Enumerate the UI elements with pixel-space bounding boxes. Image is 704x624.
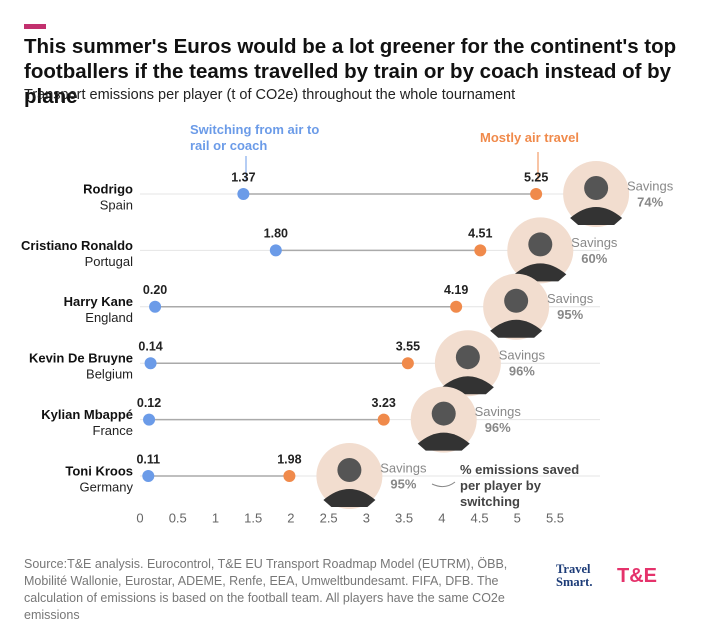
x-tick-label: 3.5 bbox=[395, 510, 413, 525]
dot bbox=[401, 357, 414, 370]
value-label: 1.98 bbox=[277, 452, 301, 466]
savings-value: 96% bbox=[509, 364, 535, 379]
value-label: 0.11 bbox=[136, 452, 160, 466]
dot bbox=[283, 470, 296, 482]
savings-value: 96% bbox=[485, 420, 511, 435]
value-label: 4.19 bbox=[444, 283, 468, 297]
subcategory-label: England bbox=[85, 310, 133, 325]
subcategory-label: Germany bbox=[80, 479, 134, 494]
x-tick-label: 0.5 bbox=[169, 510, 187, 525]
dot bbox=[237, 188, 250, 200]
title: This summer's Euros would be a lot green… bbox=[24, 35, 677, 108]
dot bbox=[142, 470, 155, 482]
x-tick-label: 5 bbox=[514, 510, 521, 525]
dot bbox=[144, 357, 157, 370]
category-label: Rodrigo bbox=[83, 181, 133, 196]
value-label: 5.25 bbox=[524, 170, 548, 184]
value-label: 1.80 bbox=[264, 227, 288, 241]
accent-bar bbox=[24, 24, 46, 29]
category-label: Toni Kroos bbox=[65, 463, 133, 478]
photo-head bbox=[455, 345, 480, 370]
dot bbox=[450, 300, 463, 313]
savings-label: Savings bbox=[627, 178, 674, 193]
photo-head bbox=[431, 401, 456, 426]
category-label: Harry Kane bbox=[64, 294, 133, 309]
subcategory-label: Spain bbox=[100, 197, 133, 212]
category-label: Kevin De Bruyne bbox=[29, 351, 133, 366]
dot bbox=[530, 188, 543, 200]
annotation: % emissions saved per player by switchin… bbox=[460, 462, 580, 509]
photo-body bbox=[417, 432, 470, 451]
logo-travel-smart: Travel Smart. bbox=[556, 562, 593, 589]
x-tick-label: 4.5 bbox=[471, 510, 489, 525]
savings-value: 60% bbox=[581, 251, 607, 266]
photo-head bbox=[337, 458, 362, 482]
photo-head bbox=[584, 176, 609, 200]
savings-label: Savings bbox=[475, 404, 522, 419]
photo-body bbox=[570, 207, 623, 225]
legend-rail: Switching from air to rail or coach bbox=[190, 122, 320, 153]
legend-air: Mostly air travel bbox=[480, 130, 579, 145]
photo-head bbox=[504, 288, 529, 313]
savings-value: 95% bbox=[557, 307, 583, 322]
photo-body bbox=[323, 489, 376, 507]
category-label: Cristiano Ronaldo bbox=[21, 238, 133, 253]
value-label: 0.20 bbox=[143, 283, 167, 297]
photo-head bbox=[528, 232, 553, 257]
x-tick-label: 0 bbox=[136, 510, 143, 525]
x-tick-label: 3 bbox=[363, 510, 370, 525]
category-label: Kylian Mbappé bbox=[41, 407, 133, 422]
savings-label: Savings bbox=[499, 348, 546, 363]
value-label: 3.23 bbox=[372, 396, 396, 410]
x-tick-label: 1 bbox=[212, 510, 219, 525]
subcategory-label: Belgium bbox=[86, 367, 133, 382]
value-label: 0.14 bbox=[138, 339, 162, 353]
x-tick-label: 2.5 bbox=[320, 510, 338, 525]
value-label: 3.55 bbox=[396, 339, 420, 353]
subcategory-label: Portugal bbox=[85, 254, 134, 269]
savings-value: 95% bbox=[390, 476, 416, 491]
dot bbox=[143, 413, 156, 426]
dot bbox=[269, 244, 282, 257]
x-tick-label: 4 bbox=[438, 510, 445, 525]
value-label: 1.37 bbox=[231, 170, 255, 184]
source: Source:T&E analysis. Eurocontrol, T&E EU… bbox=[24, 557, 508, 622]
dot bbox=[377, 413, 390, 426]
savings-label: Savings bbox=[380, 460, 427, 475]
annotation-arrow bbox=[431, 481, 456, 488]
photo-body bbox=[490, 319, 543, 338]
dot bbox=[474, 244, 487, 257]
value-label: 4.51 bbox=[468, 227, 492, 241]
x-tick-label: 5.5 bbox=[546, 510, 564, 525]
savings-value: 74% bbox=[637, 194, 663, 209]
logo-te: T&E bbox=[617, 565, 657, 587]
subtitle: Transport emissions per player (t of CO2… bbox=[24, 87, 516, 103]
x-tick-label: 2 bbox=[287, 510, 294, 525]
subcategory-label: France bbox=[93, 423, 133, 438]
savings-label: Savings bbox=[547, 291, 594, 306]
x-tick-label: 1.5 bbox=[244, 510, 262, 525]
dot bbox=[149, 300, 162, 313]
value-label: 0.12 bbox=[137, 396, 161, 410]
savings-label: Savings bbox=[571, 235, 618, 250]
